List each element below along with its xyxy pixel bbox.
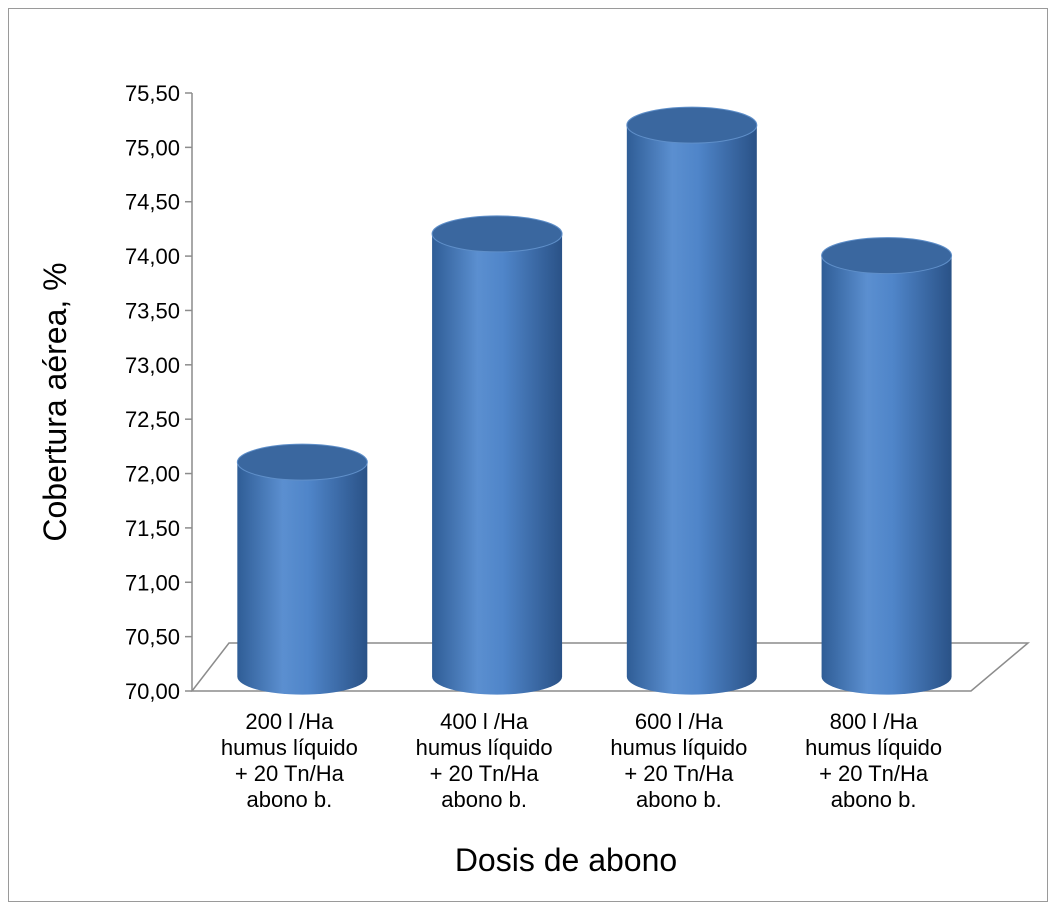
bar-top xyxy=(236,443,368,481)
bar-cylinder xyxy=(626,106,758,695)
y-tick-label: 74,00 xyxy=(125,244,180,269)
x-category-label: 400 l /Ha humus líquido + 20 Tn/Ha abono b. xyxy=(416,709,553,812)
bar-chart: 70,00 70,50 71,00 71,50 72,00 72,50 73,00 73,50… xyxy=(37,81,1031,878)
x-axis-title: Dosis de abono xyxy=(455,842,677,878)
y-tick-label: 71,00 xyxy=(125,570,180,595)
bar-top xyxy=(431,215,563,253)
y-tick-label: 72,00 xyxy=(125,462,180,487)
bar-body xyxy=(821,255,952,695)
bar-cylinder xyxy=(431,215,563,695)
bar-top xyxy=(626,106,758,144)
y-tick-label: 70,50 xyxy=(125,625,180,650)
y-tick-label: 71,50 xyxy=(125,516,180,541)
chart-frame: 70,00 70,50 71,00 71,50 72,00 72,50 73,00 73,50… xyxy=(8,8,1048,902)
bar-cylinder xyxy=(821,237,953,695)
bar-body xyxy=(432,233,563,695)
bar-top xyxy=(821,237,953,275)
bar-body xyxy=(237,462,368,695)
y-tick-label: 75,00 xyxy=(125,135,180,160)
x-category-label: 200 l /Ha humus líquido + 20 Tn/Ha abono b. xyxy=(221,709,358,812)
y-tick-label: 75,50 xyxy=(125,81,180,106)
y-tick-label: 72,50 xyxy=(125,407,180,432)
bar-body xyxy=(626,125,757,695)
x-category-label: 600 l /Ha humus líquido + 20 Tn/Ha abono b. xyxy=(610,709,747,812)
y-tick-label: 73,50 xyxy=(125,298,180,323)
x-category-label: 800 l /Ha humus líquido + 20 Tn/Ha abono b. xyxy=(805,709,942,812)
y-tick-label: 70,00 xyxy=(125,679,180,704)
y-tick-label: 73,00 xyxy=(125,353,180,378)
y-tick-label: 74,50 xyxy=(125,190,180,215)
bar-cylinder xyxy=(236,443,368,695)
y-axis-title: Cobertura aérea, % xyxy=(37,262,73,541)
